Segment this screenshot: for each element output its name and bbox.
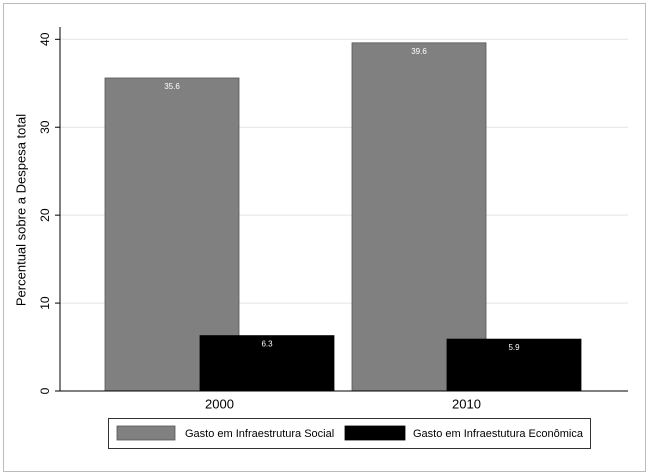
legend-swatch <box>116 425 176 441</box>
y-tick-label: 20 <box>38 208 52 222</box>
x-tick-label: 2010 <box>452 396 481 411</box>
value-label: 39.6 <box>411 47 427 56</box>
legend-label: Gasto em Infraestrutura Social <box>185 428 334 440</box>
value-label: 6.3 <box>261 340 273 349</box>
y-axis-label: Percentual sobre a Despesa total <box>13 114 28 306</box>
value-label: 5.9 <box>508 343 520 352</box>
frame <box>3 3 646 472</box>
bar <box>199 335 335 392</box>
x-tick-label: 2000 <box>205 396 234 411</box>
value-label: 35.6 <box>164 82 180 91</box>
bar <box>351 42 487 392</box>
y-tick-label: 30 <box>38 120 52 134</box>
y-tick-label: 40 <box>38 32 52 46</box>
legend-swatch <box>344 425 406 441</box>
y-tick-label: 10 <box>38 296 52 310</box>
bar <box>446 338 582 392</box>
y-tick-label: 0 <box>38 387 52 394</box>
legend-label: Gasto em Infraestutura Econômica <box>413 428 584 440</box>
